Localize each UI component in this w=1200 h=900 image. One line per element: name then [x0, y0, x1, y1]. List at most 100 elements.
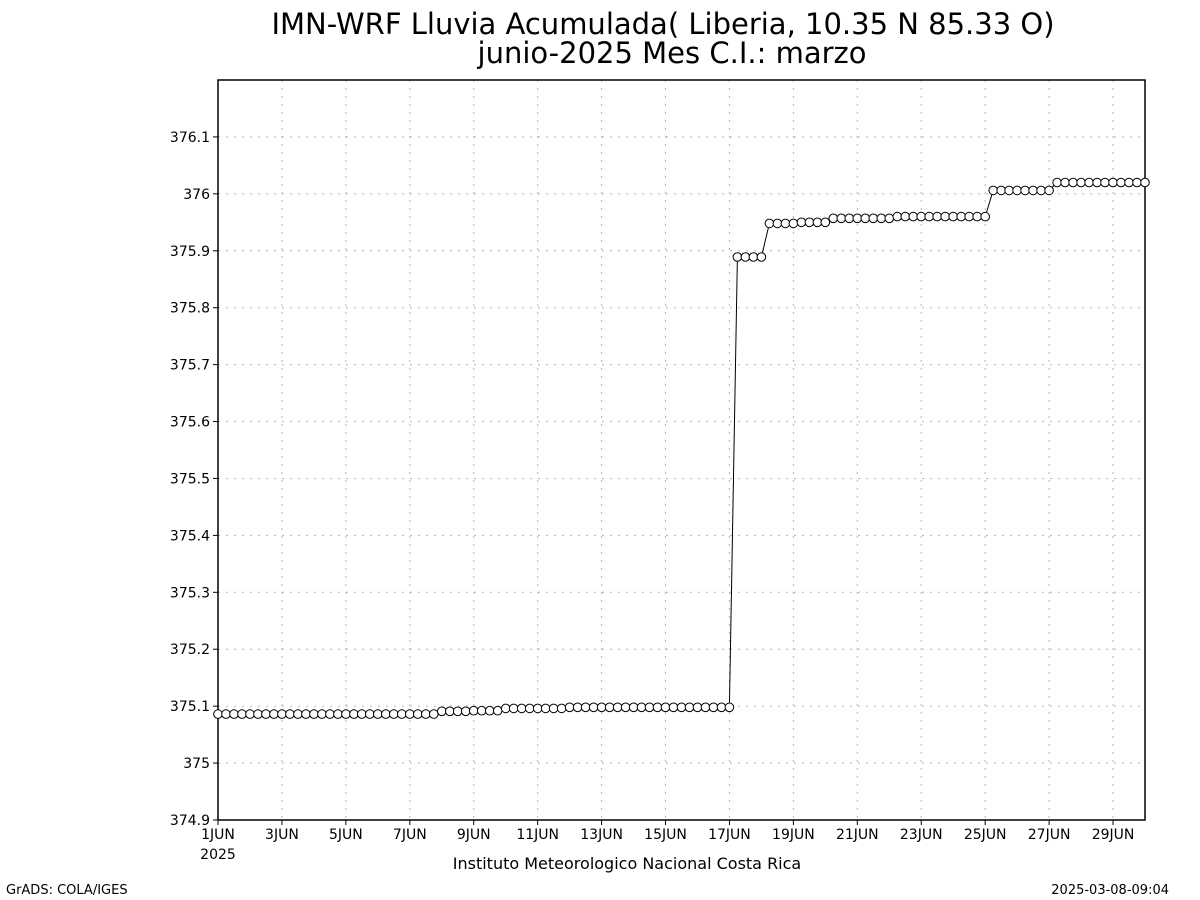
- data-point: [676, 702, 687, 713]
- grid-lines: [218, 80, 1145, 820]
- data-point: [796, 217, 807, 228]
- credit-label: GrADS: COLA/IGES: [6, 883, 128, 898]
- data-point: [349, 709, 359, 719]
- x-tick-label: 3JUN: [265, 827, 299, 843]
- x-tick-label: 23JUN: [900, 827, 943, 843]
- series-precipitation: [213, 177, 1150, 719]
- data-point: [269, 709, 279, 719]
- x-tick-label: 5JUN: [329, 827, 363, 843]
- x-tick-label: 21JUN: [836, 827, 879, 843]
- data-point: [780, 218, 791, 229]
- data-point: [684, 702, 695, 713]
- y-tick-label: 375.6: [170, 415, 210, 431]
- data-point: [996, 185, 1007, 196]
- plot-frame: [217, 79, 1146, 821]
- data-point: [900, 211, 911, 222]
- data-point: [940, 211, 951, 222]
- data-point: [373, 709, 383, 719]
- data-point: [293, 709, 303, 719]
- x-tick-label: 11JUN: [516, 827, 559, 843]
- data-point: [564, 702, 575, 713]
- data-point: [964, 211, 975, 222]
- data-point: [429, 709, 439, 719]
- data-point: [253, 709, 263, 719]
- data-point: [596, 702, 607, 713]
- data-point: [261, 709, 271, 719]
- data-point: [852, 213, 863, 224]
- y-tick-label: 375.9: [170, 244, 210, 260]
- data-point: [892, 211, 903, 222]
- data-point: [812, 217, 823, 228]
- data-point: [988, 185, 999, 196]
- data-point: [1052, 177, 1062, 188]
- data-point: [1092, 177, 1102, 188]
- data-point: [716, 702, 727, 713]
- data-point: [956, 211, 967, 222]
- data-point: [277, 709, 287, 719]
- y-tick-label: 376.1: [170, 130, 210, 146]
- data-point: [644, 702, 655, 713]
- data-point: [237, 709, 247, 719]
- data-point: [309, 709, 319, 719]
- data-point: [844, 213, 855, 224]
- chart-title: IMN-WRF Lluvia Acumulada( Liberia, 10.35…: [271, 7, 1054, 41]
- data-point: [421, 709, 431, 719]
- data-point: [652, 702, 663, 713]
- data-point: [764, 218, 775, 229]
- data-point: [980, 211, 991, 222]
- data-point: [445, 706, 455, 717]
- y-tick-label: 375.4: [170, 528, 210, 544]
- data-point: [365, 709, 375, 719]
- data-point: [700, 702, 711, 713]
- y-axis-ticks: 374.9 375 375.1 375.2 375.3 375.4 375.5 375.6 37…: [170, 130, 218, 829]
- data-point: [972, 211, 983, 222]
- x-tick-label: 25JUN: [964, 827, 1007, 843]
- y-tick-label: 376: [183, 187, 210, 203]
- x-tick-label: 27JUN: [1028, 827, 1071, 843]
- data-point: [860, 213, 871, 224]
- data-point: [708, 702, 719, 713]
- y-tick-label: 374.9: [170, 813, 210, 829]
- data-point: [1108, 177, 1118, 188]
- data-point: [588, 702, 599, 713]
- data-point: [548, 703, 559, 714]
- y-tick-label: 375: [183, 756, 210, 772]
- data-point: [1036, 185, 1046, 196]
- data-point: [381, 709, 391, 719]
- x-tick-label: 15JUN: [644, 827, 687, 843]
- data-point: [492, 705, 503, 716]
- y-tick-label: 375.3: [170, 585, 210, 601]
- chart-subtitle: junio-2025 Mes C.I.: marzo: [477, 36, 867, 70]
- data-point: [341, 709, 351, 719]
- data-point: [468, 705, 479, 716]
- data-point: [572, 702, 583, 713]
- data-point: [1132, 177, 1142, 188]
- data-point: [532, 703, 543, 714]
- data-point: [213, 709, 223, 719]
- institution-label: Instituto Meteorologico Nacional Costa R…: [453, 854, 801, 873]
- data-point: [1044, 185, 1054, 196]
- data-point: [628, 702, 639, 713]
- data-point: [612, 702, 623, 713]
- data-point: [620, 702, 631, 713]
- data-point: [948, 211, 959, 222]
- data-point: [668, 702, 679, 713]
- data-point: [508, 703, 519, 714]
- data-point: [556, 703, 567, 714]
- timestamp-label: 2025-03-08-09:04: [1051, 883, 1169, 898]
- data-point: [740, 252, 751, 262]
- data-point: [1100, 177, 1110, 188]
- y-tick-label: 375.2: [170, 642, 210, 658]
- y-tick-label: 375.8: [170, 301, 210, 317]
- data-point: [1140, 177, 1150, 188]
- x-axis-ticks: 1JUN 3JUN 5JUN 7JUN 9JUN 11JUN 13JUN 15JUN 17JUN…: [201, 820, 1134, 843]
- data-point: [413, 709, 423, 719]
- data-point: [636, 702, 647, 713]
- data-point: [516, 703, 527, 714]
- data-point: [804, 217, 815, 228]
- data-point: [724, 702, 735, 713]
- data-point: [884, 213, 895, 224]
- data-point: [1060, 177, 1070, 188]
- series-line: [218, 182, 1145, 715]
